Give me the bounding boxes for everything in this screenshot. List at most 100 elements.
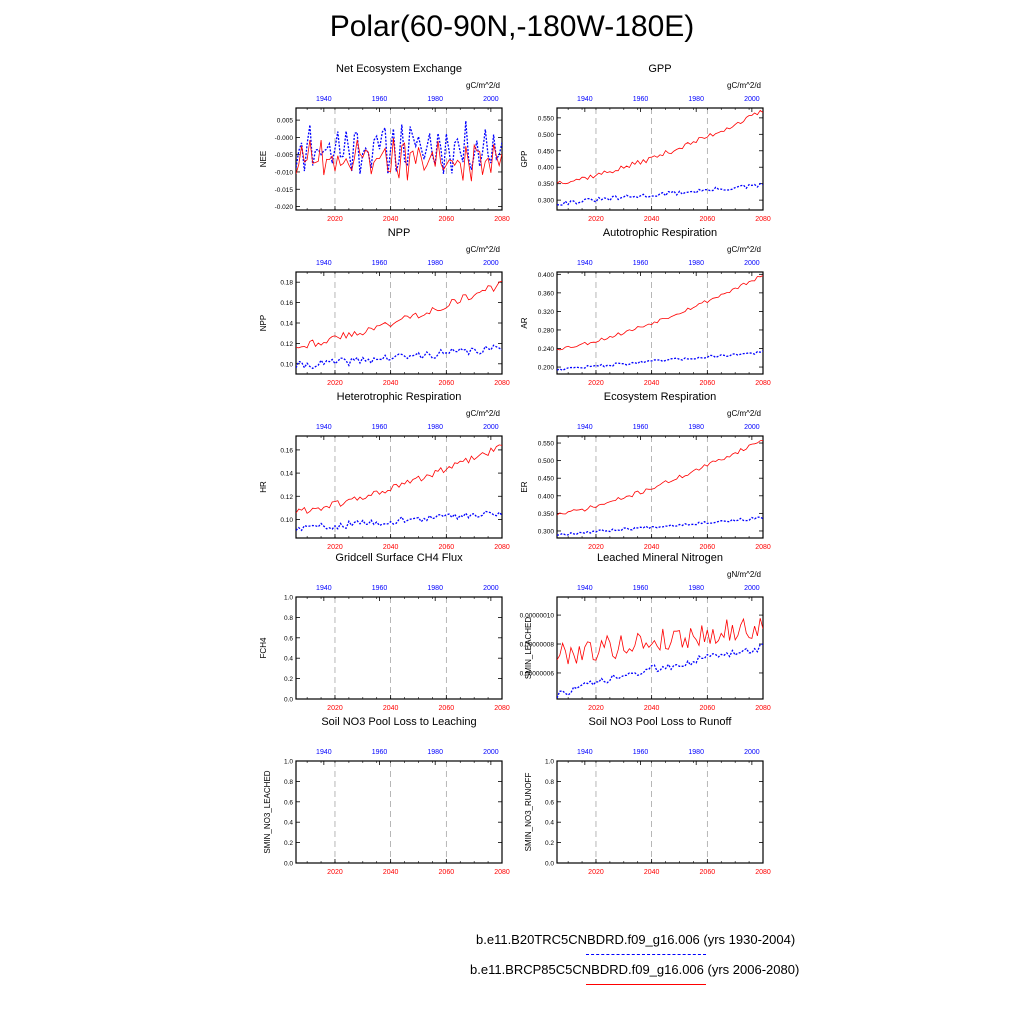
plot-frame — [556, 596, 764, 700]
x-tick-label: 2040 — [383, 705, 399, 712]
x-tick-label: 2020 — [588, 705, 604, 712]
x-top-tick-label: 1960 — [633, 260, 649, 267]
x-top-tick-label: 1940 — [577, 585, 593, 592]
y-tick-label: 0.10 — [280, 361, 293, 368]
legend-historical-line — [586, 954, 706, 955]
plot-frame — [295, 271, 503, 375]
series-line-historical — [296, 344, 502, 370]
y-tick-label: -0.000 — [275, 135, 294, 142]
x-tick-label: 2020 — [588, 544, 604, 551]
series-line-historical — [296, 120, 502, 174]
panel-title: Gridcell Surface CH4 Flux — [335, 552, 463, 564]
panel-units: gC/m^2/d — [466, 409, 500, 418]
y-tick-label: 0.300 — [538, 198, 555, 205]
y-tick-label: 0.0 — [284, 861, 293, 868]
y-tick-label: -0.005 — [275, 152, 294, 159]
x-top-tick-label: 1940 — [577, 96, 593, 103]
x-top-tick-label: 2000 — [744, 424, 760, 431]
panel-3: NPP gC/m^2/d 2020 2040 2060 2080 1940 1960 1980 2… — [259, 227, 510, 387]
y-axis-label: NPP — [259, 315, 268, 331]
x-tick-label: 2040 — [644, 216, 660, 223]
y-tick-label: 0.12 — [280, 494, 293, 501]
x-top-tick-label: 2000 — [744, 96, 760, 103]
panel-title: GPP — [648, 63, 671, 75]
x-tick-label: 2060 — [439, 544, 455, 551]
y-tick-label: 0.200 — [538, 365, 555, 372]
x-top-tick-label: 1980 — [427, 260, 443, 267]
series-line-historical — [557, 350, 763, 372]
series-line-future — [557, 440, 763, 516]
x-tick-label: 2080 — [494, 544, 510, 551]
x-top-tick-label: 1980 — [427, 585, 443, 592]
y-axis-label: AR — [520, 317, 529, 328]
x-tick-label: 2040 — [644, 705, 660, 712]
x-top-tick-label: 1960 — [372, 96, 388, 103]
y-tick-label: 0.2 — [284, 840, 293, 847]
y-tick-label: 0.6 — [545, 799, 554, 806]
y-tick-label: 0.10 — [280, 517, 293, 524]
x-top-tick-label: 2000 — [483, 749, 499, 756]
x-tick-label: 2060 — [700, 216, 716, 223]
plot-frame — [556, 107, 764, 211]
x-tick-label: 2060 — [700, 705, 716, 712]
y-tick-label: 0.005 — [277, 118, 294, 125]
y-tick-label: 0.12 — [280, 341, 293, 348]
series-line-future — [296, 444, 502, 514]
x-tick-label: 2060 — [439, 705, 455, 712]
x-top-tick-label: 1980 — [427, 424, 443, 431]
panel-title: Net Ecosystem Exchange — [336, 63, 462, 75]
x-tick-label: 2080 — [755, 705, 771, 712]
x-tick-label: 2020 — [588, 380, 604, 387]
y-tick-label: -0.010 — [275, 169, 294, 176]
y-axis-label: HR — [259, 481, 268, 493]
x-tick-label: 2020 — [327, 216, 343, 223]
x-top-tick-label: 1940 — [316, 96, 332, 103]
y-tick-label: 0.300 — [538, 528, 555, 535]
y-tick-label: 0.4 — [284, 820, 293, 827]
plot-frame — [556, 435, 764, 539]
panel-title: Ecosystem Respiration — [604, 391, 717, 403]
x-tick-label: 2060 — [439, 216, 455, 223]
x-top-tick-label: 2000 — [744, 260, 760, 267]
x-tick-label: 2060 — [439, 380, 455, 387]
y-tick-label: 0.8 — [284, 779, 293, 786]
y-axis-label: SMIN_NO3_LEACHED — [263, 770, 272, 853]
x-tick-label: 2080 — [755, 869, 771, 876]
y-tick-label: 0.16 — [280, 300, 293, 307]
panel-units: gC/m^2/d — [466, 81, 500, 90]
plot-frame — [556, 271, 764, 375]
x-top-tick-label: 1940 — [577, 260, 593, 267]
panel-4: Autotrophic Respiration gC/m^2/d 2020 2040 2… — [520, 227, 771, 387]
y-tick-label: 0.500 — [538, 132, 555, 139]
page-title: Polar(60-90N,-180W-180E) — [329, 10, 695, 43]
x-tick-label: 2060 — [700, 544, 716, 551]
panel-1: Net Ecosystem Exchange gC/m^2/d 2020 2040 20… — [259, 63, 510, 223]
x-tick-label: 2020 — [327, 380, 343, 387]
x-tick-label: 2040 — [644, 869, 660, 876]
plot-frame — [556, 760, 764, 864]
y-tick-label: 0.400 — [538, 493, 555, 500]
y-tick-label: 0.550 — [538, 115, 555, 122]
y-tick-label: -0.020 — [275, 204, 294, 211]
x-top-tick-label: 1960 — [372, 749, 388, 756]
y-tick-label: 0.6 — [284, 635, 293, 642]
x-tick-label: 2040 — [383, 216, 399, 223]
y-tick-label: 0.8 — [284, 615, 293, 622]
y-tick-label: 1.0 — [284, 759, 293, 766]
x-top-tick-label: 2000 — [483, 96, 499, 103]
x-tick-label: 2020 — [327, 705, 343, 712]
x-top-tick-label: 1960 — [372, 260, 388, 267]
panel-units: gC/m^2/d — [727, 409, 761, 418]
y-tick-label: 0.6 — [284, 799, 293, 806]
x-top-tick-label: 1980 — [688, 749, 704, 756]
panel-title: Soil NO3 Pool Loss to Runoff — [589, 716, 733, 728]
x-tick-label: 2020 — [327, 544, 343, 551]
panel-title: Leached Mineral Nitrogen — [597, 552, 723, 564]
y-tick-label: 0.0 — [284, 697, 293, 704]
plot-frame — [295, 760, 503, 864]
x-top-tick-label: 1980 — [688, 585, 704, 592]
y-tick-label: 0.14 — [280, 471, 293, 478]
panel-units: gC/m^2/d — [727, 81, 761, 90]
y-axis-label: NEE — [259, 151, 268, 167]
